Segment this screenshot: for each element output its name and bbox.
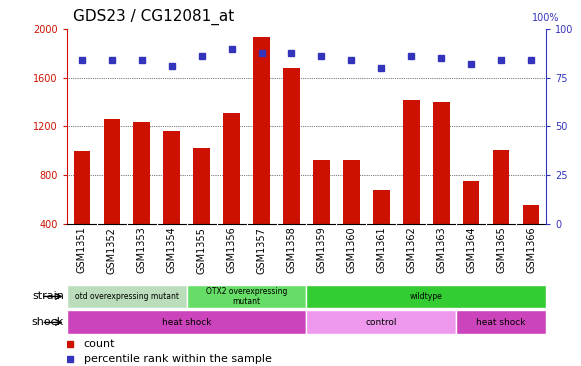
- Text: count: count: [84, 339, 115, 348]
- Bar: [134, 122, 150, 224]
- Text: percentile rank within the sample: percentile rank within the sample: [84, 354, 271, 364]
- Bar: [284, 68, 300, 224]
- Bar: [456, 310, 546, 335]
- Bar: [493, 150, 510, 224]
- Text: GSM1364: GSM1364: [466, 227, 476, 273]
- Text: GSM1355: GSM1355: [196, 227, 207, 273]
- Bar: [463, 181, 479, 224]
- Text: heat shock: heat shock: [162, 318, 211, 327]
- Text: GDS23 / CG12081_at: GDS23 / CG12081_at: [73, 9, 234, 25]
- Text: heat shock: heat shock: [476, 318, 526, 327]
- Text: GSM1359: GSM1359: [317, 227, 327, 273]
- Text: GSM1363: GSM1363: [436, 227, 446, 273]
- Bar: [74, 151, 90, 224]
- Text: otd overexpressing mutant: otd overexpressing mutant: [75, 292, 179, 301]
- Bar: [307, 310, 456, 335]
- Bar: [67, 284, 187, 309]
- Bar: [433, 102, 450, 224]
- Bar: [523, 205, 539, 224]
- Text: GSM1358: GSM1358: [286, 227, 296, 273]
- Text: strain: strain: [32, 291, 64, 302]
- Text: GSM1361: GSM1361: [376, 227, 386, 273]
- Bar: [313, 160, 329, 224]
- Bar: [223, 113, 240, 224]
- Bar: [103, 119, 120, 224]
- Text: GSM1352: GSM1352: [107, 227, 117, 273]
- Bar: [67, 310, 307, 335]
- Text: control: control: [365, 318, 397, 327]
- Text: GSM1353: GSM1353: [137, 227, 147, 273]
- Text: GSM1362: GSM1362: [406, 227, 417, 273]
- Text: GSM1357: GSM1357: [257, 227, 267, 273]
- Text: GSM1356: GSM1356: [227, 227, 236, 273]
- Bar: [187, 284, 307, 309]
- Text: GSM1351: GSM1351: [77, 227, 87, 273]
- Text: shock: shock: [31, 317, 64, 328]
- Bar: [403, 100, 419, 224]
- Bar: [163, 131, 180, 224]
- Bar: [307, 284, 546, 309]
- Text: OTX2 overexpressing
mutant: OTX2 overexpressing mutant: [206, 287, 287, 306]
- Bar: [253, 37, 270, 224]
- Text: GSM1365: GSM1365: [496, 227, 506, 273]
- Bar: [343, 160, 360, 224]
- Text: 100%: 100%: [532, 14, 560, 23]
- Text: GSM1354: GSM1354: [167, 227, 177, 273]
- Text: GSM1360: GSM1360: [346, 227, 356, 273]
- Bar: [373, 190, 390, 224]
- Text: wildtype: wildtype: [410, 292, 443, 301]
- Text: GSM1366: GSM1366: [526, 227, 536, 273]
- Bar: [193, 148, 210, 224]
